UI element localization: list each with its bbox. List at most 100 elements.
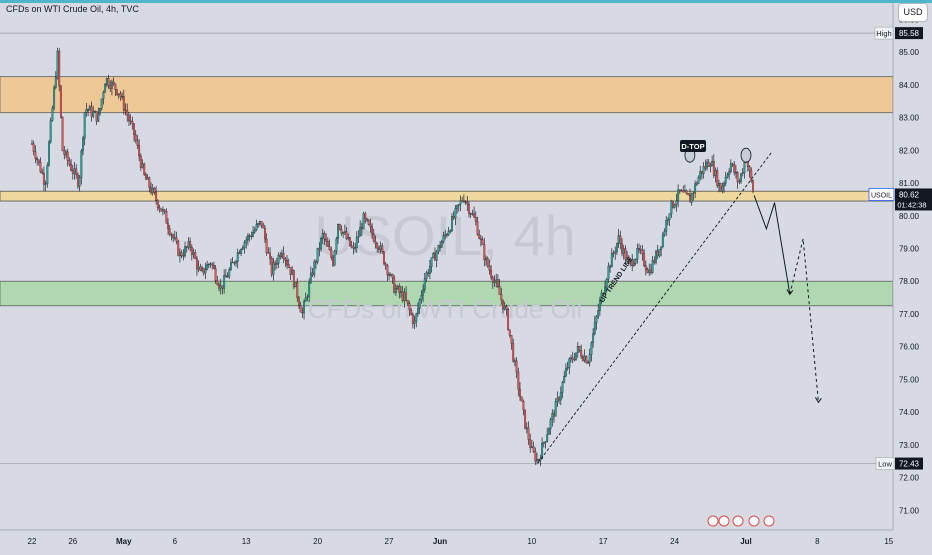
candle-body xyxy=(415,313,418,322)
time-tick: 8 xyxy=(815,537,820,546)
candle-body xyxy=(107,78,110,86)
low-value: 72.43 xyxy=(899,460,920,469)
candle-body xyxy=(360,227,363,230)
candle-body xyxy=(280,253,283,258)
candle-body xyxy=(706,161,708,169)
candle-body xyxy=(427,272,430,275)
candle-body xyxy=(70,164,73,171)
candle-body xyxy=(619,235,622,244)
candle-body xyxy=(87,109,90,111)
candle-body xyxy=(306,296,309,298)
candle-body xyxy=(284,258,287,261)
candle-body xyxy=(423,278,426,290)
candle-body xyxy=(496,279,499,287)
time-tick: 10 xyxy=(527,537,536,546)
candle-body xyxy=(519,388,521,397)
candle-body xyxy=(464,201,467,203)
candle-body xyxy=(367,220,370,225)
candle-body xyxy=(558,397,561,401)
candle-body xyxy=(82,138,84,152)
candle-body xyxy=(461,200,464,202)
price-tick: 84.00 xyxy=(899,81,920,90)
candle-body xyxy=(321,233,324,239)
candle-body xyxy=(214,268,217,281)
candle-body xyxy=(704,166,707,169)
candle-body xyxy=(702,166,705,174)
candle-body xyxy=(751,180,754,192)
candle-body xyxy=(308,282,311,297)
candle-body xyxy=(529,439,532,448)
candle-body xyxy=(148,177,151,188)
candle-body xyxy=(454,208,457,219)
candle-body xyxy=(269,252,271,259)
candle-body xyxy=(439,245,442,248)
candle-body xyxy=(432,253,435,258)
candle-body xyxy=(668,213,671,220)
candle-body xyxy=(167,223,169,229)
candle-body xyxy=(41,171,44,174)
candle-body xyxy=(42,173,45,185)
candle-body xyxy=(430,257,433,267)
candle-body xyxy=(541,443,544,460)
currency-button[interactable]: USD xyxy=(898,3,928,22)
candle-body xyxy=(83,112,86,139)
candle-body xyxy=(683,190,686,193)
pattern-label-bg xyxy=(680,140,706,152)
candle-body xyxy=(58,50,61,87)
candle-body xyxy=(714,170,717,176)
candle-body xyxy=(631,259,634,267)
candle-body xyxy=(32,143,35,152)
candle-body xyxy=(420,295,423,300)
high-value: 85.58 xyxy=(899,29,920,38)
candle-body xyxy=(483,244,486,261)
candle-body xyxy=(682,190,685,193)
candle-body xyxy=(131,121,134,124)
candle-body xyxy=(168,228,171,235)
candle-body xyxy=(661,234,664,247)
candle-body xyxy=(291,270,294,275)
candle-body xyxy=(323,233,326,240)
candle-body xyxy=(209,263,212,265)
candle-body xyxy=(590,342,593,355)
candle-body xyxy=(694,183,697,194)
time-tick: 15 xyxy=(884,537,893,546)
candle-body xyxy=(279,254,282,258)
candle-body xyxy=(73,168,76,174)
candle-body xyxy=(199,266,202,271)
symbol-legend[interactable]: CFDs on WTI Crude Oil, 4h, TVC xyxy=(6,4,139,14)
candle-body xyxy=(282,253,285,259)
candle-body xyxy=(240,249,243,254)
candle-body xyxy=(547,428,550,435)
candle-body xyxy=(119,93,122,97)
candle-body xyxy=(459,200,462,205)
candle-body xyxy=(655,250,657,263)
candle-body xyxy=(76,174,79,187)
candle-body xyxy=(690,193,693,203)
candle-body xyxy=(121,96,124,98)
high-tag: High xyxy=(876,29,891,38)
candle-body xyxy=(687,193,690,196)
candle-body xyxy=(286,260,289,265)
candle-body xyxy=(263,227,266,240)
candle-body xyxy=(451,216,453,231)
candle-body xyxy=(428,266,431,275)
candle-body xyxy=(466,202,469,205)
candle-body xyxy=(349,237,351,246)
candle-body xyxy=(563,375,566,383)
candle-body xyxy=(530,446,533,448)
high-tag-bg xyxy=(874,26,894,40)
candle-body xyxy=(347,237,350,239)
candle-body xyxy=(500,294,503,301)
candle-body xyxy=(490,270,493,278)
candle-body xyxy=(61,116,64,152)
candle-body xyxy=(350,245,353,248)
candle-body xyxy=(488,265,491,271)
candle-body xyxy=(456,205,459,209)
candle-body xyxy=(173,237,176,239)
candle-body xyxy=(719,183,722,192)
candle-body xyxy=(216,280,219,285)
price-tick: 83.00 xyxy=(899,114,920,123)
candle-body xyxy=(743,162,746,173)
